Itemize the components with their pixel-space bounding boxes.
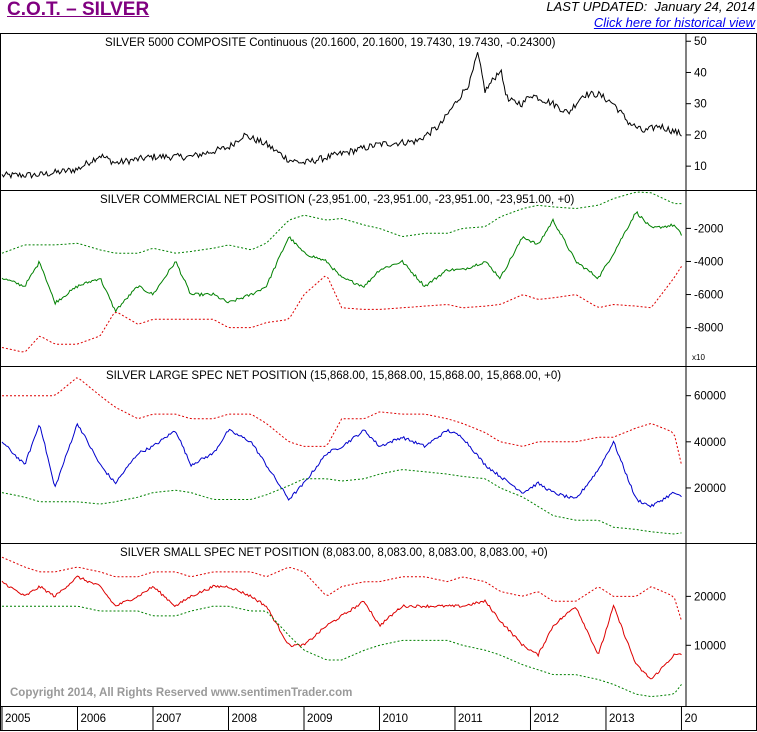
y-tick-label: -6000 (694, 290, 723, 302)
y-tick-label: 30 (694, 99, 707, 111)
y-tick-label: 20000 (694, 483, 726, 495)
panel-title: SILVER SMALL SPEC NET POSITION (8,083.00… (120, 547, 548, 559)
x-tick-label: 2011 (458, 713, 483, 725)
chart-labels: 10 20 30 40 50 SILVER 5000 COMPOSITE Continuo… (5, 36, 726, 725)
series-line (1, 210, 682, 314)
panel-frame (0, 190, 757, 367)
panel-title: SILVER LARGE SPEC NET POSITION (15,868.0… (106, 370, 561, 382)
y-tick-label: 10000 (694, 640, 726, 652)
last-updated-date: January 24, 2014 (654, 0, 755, 14)
y-tick-label: 40000 (694, 437, 726, 449)
band-line (1, 266, 682, 353)
y-tick-label: -4000 (694, 256, 723, 268)
panel-frame (0, 543, 757, 707)
y-tick-label: 20000 (694, 591, 726, 603)
band-line (2, 605, 682, 698)
last-updated-label: LAST UPDATED: (546, 0, 648, 14)
series-line (1, 422, 682, 508)
y-tick-label: 60000 (694, 391, 726, 403)
band-line (1, 556, 682, 621)
y-tick-label: -2000 (694, 223, 723, 235)
x-tick-label: 2013 (609, 713, 635, 725)
x-tick-label: 20 (684, 713, 697, 725)
band-line (1, 191, 682, 254)
page-title[interactable]: C.O.T. – SILVER (7, 0, 150, 20)
x-tick-label: 2008 (231, 713, 257, 725)
x-tick-label: 2006 (80, 713, 106, 725)
series-line (1, 52, 682, 180)
scale-note: x10 (692, 353, 705, 362)
last-updated: LAST UPDATED: January 24, 2014 (546, 0, 755, 14)
x-tick-label: 2005 (5, 713, 31, 725)
y-tick-label: -8000 (694, 323, 723, 335)
panel-title: SILVER 5000 COMPOSITE Continuous (20.160… (105, 37, 556, 49)
series-line (1, 575, 682, 680)
chart-plots (1, 52, 682, 698)
x-tick-label: 2007 (156, 713, 182, 725)
y-tick-label: 20 (694, 130, 707, 142)
x-tick-label: 2012 (533, 713, 559, 725)
y-tick-label: 40 (694, 67, 707, 79)
x-axis-frame (0, 706, 757, 731)
y-tick-label: 10 (694, 161, 707, 173)
panel-title: SILVER COMMERCIAL NET POSITION (-23,951.… (100, 194, 575, 206)
x-tick-label: 2009 (307, 713, 333, 725)
x-tick-label: 2010 (382, 713, 408, 725)
y-tick-label: 50 (694, 36, 707, 48)
historical-view-link[interactable]: Click here for historical view (593, 15, 755, 30)
band-line (1, 469, 682, 535)
panel-frame (0, 33, 757, 191)
copyright-text: Copyright 2014, All Rights Reserved www.… (10, 687, 352, 699)
panel-frame (0, 366, 757, 544)
band-line (2, 377, 682, 466)
